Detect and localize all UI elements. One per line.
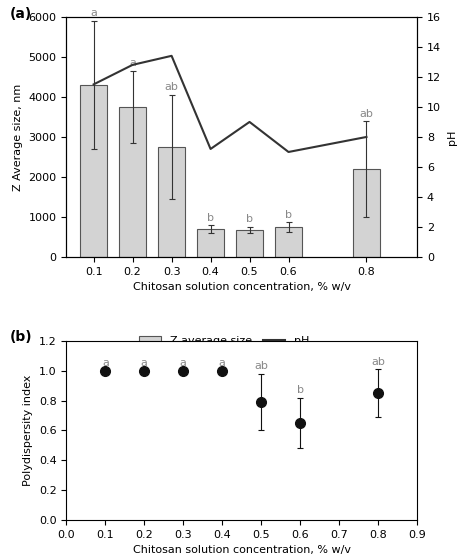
Bar [353, 169, 380, 257]
Bar [236, 230, 263, 257]
Text: (a): (a) [10, 7, 33, 21]
Text: a: a [219, 358, 226, 368]
Bar [158, 147, 185, 257]
Text: ab: ab [164, 83, 179, 92]
X-axis label: Chitosan solution concentration, % w/v: Chitosan solution concentration, % w/v [133, 545, 351, 555]
Text: b: b [297, 385, 304, 395]
Text: a: a [129, 59, 136, 68]
X-axis label: Chitosan solution concentration, % w/v: Chitosan solution concentration, % w/v [133, 282, 351, 292]
Text: (b): (b) [10, 330, 33, 344]
Legend: Z average size, pH: Z average size, pH [133, 330, 315, 352]
Text: b: b [207, 212, 214, 222]
Y-axis label: Z Average size, nm: Z Average size, nm [13, 83, 23, 191]
Text: ab: ab [359, 108, 374, 119]
Bar [119, 107, 146, 257]
Y-axis label: Polydispersity index: Polydispersity index [23, 375, 33, 486]
Text: a: a [141, 358, 148, 368]
Text: a: a [90, 8, 97, 18]
Y-axis label: pH: pH [447, 129, 456, 145]
Text: ab: ab [254, 361, 268, 371]
Bar [197, 229, 224, 257]
Text: a: a [180, 358, 187, 368]
Text: ab: ab [371, 357, 385, 367]
Text: b: b [285, 210, 292, 220]
Text: a: a [102, 358, 109, 368]
Bar [275, 227, 302, 257]
Bar [80, 85, 107, 257]
Text: b: b [246, 214, 253, 224]
